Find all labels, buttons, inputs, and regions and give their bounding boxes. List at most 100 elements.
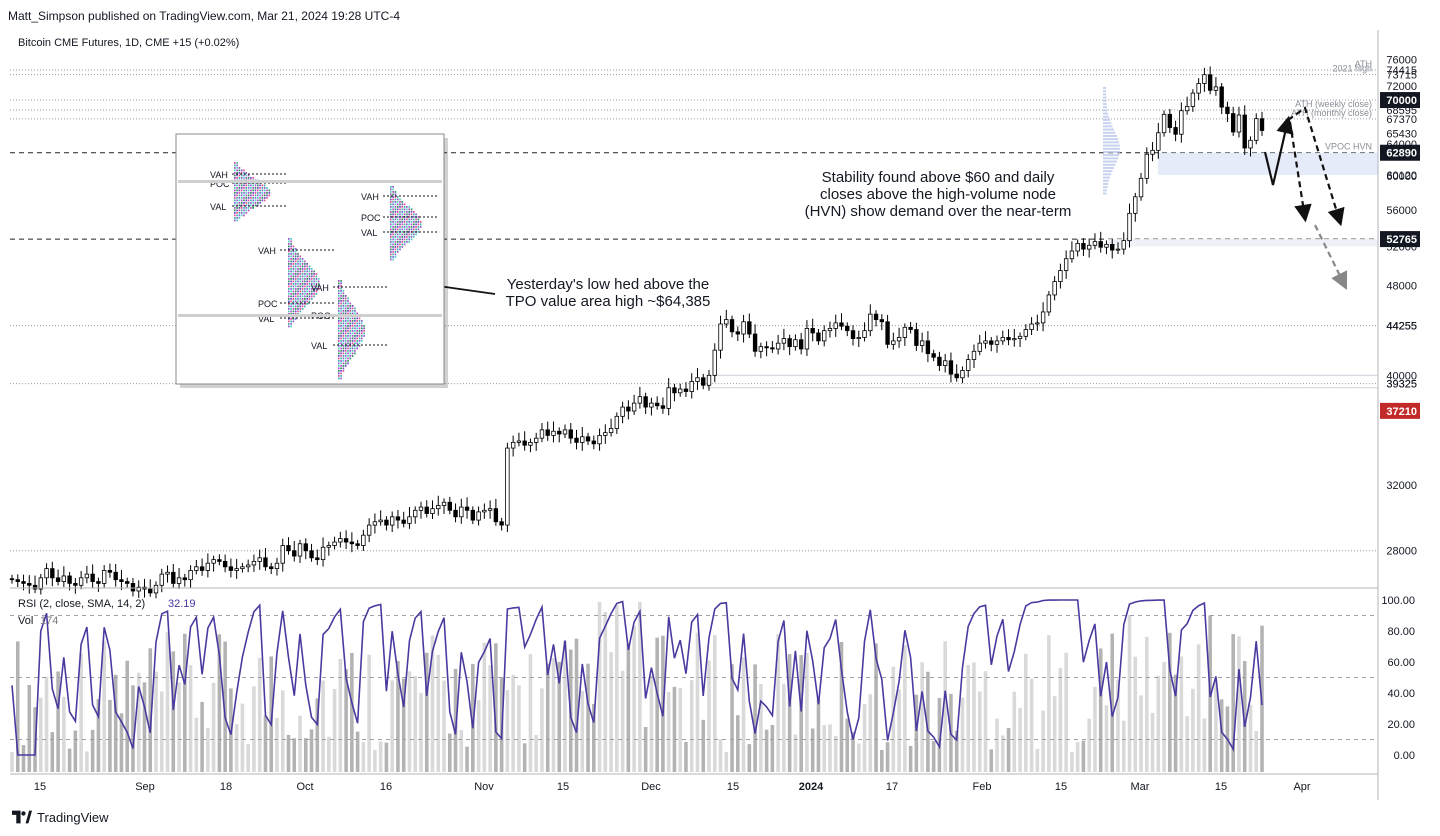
volume-bar [557,661,562,772]
candle [1167,108,1173,133]
tpo-cell [342,295,345,297]
candle-body [245,564,251,568]
candle [1202,67,1207,92]
candle [1046,291,1052,316]
candle [482,503,487,519]
tpo-cell [299,303,302,305]
candle [447,496,452,515]
candle [61,566,67,587]
tpo-cell [297,288,299,290]
candle [1058,263,1063,289]
candle [470,506,476,525]
tpo-cell [413,216,415,218]
tpo-cell [292,273,295,275]
tpo-cell [356,335,358,337]
candle [1138,172,1144,201]
tpo-cell [254,204,257,207]
volume-bar [269,656,274,772]
candle [1150,142,1155,162]
tpo-cell [390,253,392,256]
tpo-cell [308,270,311,273]
candle [994,335,1000,353]
tpo-cell [349,310,352,312]
tpo-cell [240,172,243,174]
tpo-cell [354,340,356,342]
volume-bar [471,663,475,772]
tpo-cell [236,187,238,189]
candle [960,366,965,384]
time-tick-label: 15 [34,781,46,793]
candle [764,341,769,357]
volume-bar [413,676,418,772]
tpo-cell [392,196,394,198]
footer[interactable]: TradingView [12,806,109,828]
tpo-cell [301,280,304,283]
volume-bar [476,700,481,772]
tpo-cell [238,194,241,197]
tpo-cell [247,207,250,209]
tpo-cell [344,365,347,367]
tpo-cell [390,208,392,211]
candle [1207,66,1213,95]
volume-bar [1006,728,1011,772]
tpo-cell [417,226,420,228]
tpo-cell [340,282,342,285]
candle [205,553,211,578]
tpo-cell [240,204,243,207]
tpo-cell [401,231,404,233]
tpo-cell [396,243,399,246]
volume-profile-bar [1103,109,1108,112]
tpo-cell [406,238,408,241]
volume-profile-bar [1103,128,1114,131]
tpo-cell [304,275,306,278]
tpo-cell [236,174,238,177]
volume-profile-bar [1103,90,1107,93]
tpo-cell [363,332,365,335]
volume-profile-bar [1103,118,1110,121]
tpo-cell [290,295,292,298]
tpo-cell [394,198,397,201]
tpo-cell [288,293,290,295]
candle [649,397,654,416]
candle [361,529,366,551]
tpo-cell [301,258,304,260]
tpo-cell [347,310,349,312]
volume-bar [759,683,763,772]
volume-bar [753,664,757,772]
tpo-cell [301,303,304,305]
price-tick-label: 60120 [1386,170,1417,182]
time-tick-label: Feb [973,781,992,793]
tpo-cell [247,174,250,177]
candle-body [966,359,971,371]
candle-body [741,321,746,335]
tpo-cell [396,201,399,203]
candle [1104,240,1109,255]
tpo-cell [408,213,410,216]
tpo-cell [299,298,302,300]
volume-bar [816,699,821,772]
tpo-cell [390,226,392,228]
tpo-cell [392,221,394,223]
candle-body [1259,118,1265,131]
candle [217,554,222,566]
tpo-cell [392,198,394,201]
tpo-cell [340,285,342,287]
tpo-cell [299,285,302,288]
tpo-cell [245,194,248,197]
tpo-cell [243,202,245,204]
volume-bar [1156,675,1161,772]
tpo-cell [342,355,345,357]
volume-bar [1231,634,1235,772]
tpo-cell [340,372,342,375]
volume-profile-bar [1103,141,1120,144]
candle [568,423,573,444]
tpo-cell [250,187,252,189]
volume-bar [442,680,446,772]
candle-body [499,521,504,526]
tpo-cell [401,233,404,236]
tpo-cell [297,268,299,270]
candle-body [804,328,810,350]
tpo-cell [338,330,340,332]
rsi-tick-label: 60.00 [1387,657,1415,669]
